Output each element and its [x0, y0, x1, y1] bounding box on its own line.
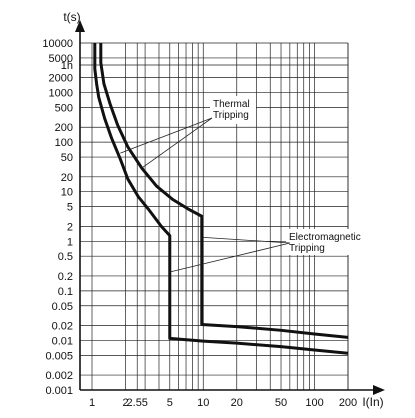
y-tick-label: 5: [67, 202, 73, 214]
y-tick-label: 500: [55, 102, 73, 114]
y-tick-label: 200: [55, 122, 73, 134]
annotation-leader-line: [203, 236, 291, 244]
y-tick-label: 0.05: [52, 301, 73, 313]
y-tick-label: 2: [67, 221, 73, 233]
x-axis-label: I(In): [362, 395, 383, 409]
y-tick-label: 0.002: [45, 370, 73, 382]
y-tick-label: 0.02: [52, 321, 73, 333]
y-tick-label: 0.001: [45, 385, 73, 397]
y-tick-label: 20: [61, 172, 73, 184]
curves: [93, 43, 348, 355]
y-tick-label: 0.2: [58, 271, 73, 283]
y-tick-label: 50: [61, 152, 73, 164]
tripping-curve-2: [99, 43, 348, 339]
annotation-background-1: [210, 96, 256, 124]
x-tick-label: 20: [231, 397, 243, 409]
tripping-curve-1: [93, 43, 348, 355]
axes: [75, 20, 385, 395]
annotation-text: Tripping: [213, 110, 249, 121]
y-tick-label: 1h: [61, 60, 73, 72]
x-tick-label: 50: [275, 397, 287, 409]
x-tick-label: 100: [305, 397, 323, 409]
annotation-text: Electromagnetic: [289, 232, 361, 243]
y-axis-arrow: [75, 20, 85, 32]
x-tick-label: 1: [89, 397, 95, 409]
x-tick-label: 5: [167, 397, 173, 409]
annotation-leader-line: [141, 117, 213, 169]
x-tick-label: 2: [122, 397, 128, 409]
x-tick-label: 200: [339, 397, 357, 409]
y-tick-label: 10: [61, 187, 73, 199]
annotation-leader-line: [120, 117, 213, 154]
annotation-text: Thermal: [213, 99, 250, 110]
grid: [80, 42, 349, 391]
x-tick-label: 2.55: [127, 397, 148, 409]
y-tick-label: 10000: [42, 38, 73, 50]
x-tick-label: 10: [197, 397, 209, 409]
y-tick-label: 1: [67, 236, 73, 248]
annotation-text: Tripping: [289, 243, 325, 254]
y-tick-label: 100: [55, 137, 73, 149]
y-tick-label: 1000: [49, 88, 73, 100]
y-tick-label: 0.5: [58, 251, 73, 263]
x-axis-arrow: [373, 385, 385, 395]
y-tick-label: 0.1: [58, 286, 73, 298]
y-axis-label: t(s): [63, 10, 80, 24]
y-tick-label: 5000: [49, 53, 73, 65]
y-tick-label: 0.005: [45, 350, 73, 362]
annotation-background-2: [286, 229, 368, 255]
annotation-leader-line: [169, 242, 291, 273]
y-tick-label: 0.01: [52, 335, 73, 347]
y-tick-label: 2000: [49, 73, 73, 85]
